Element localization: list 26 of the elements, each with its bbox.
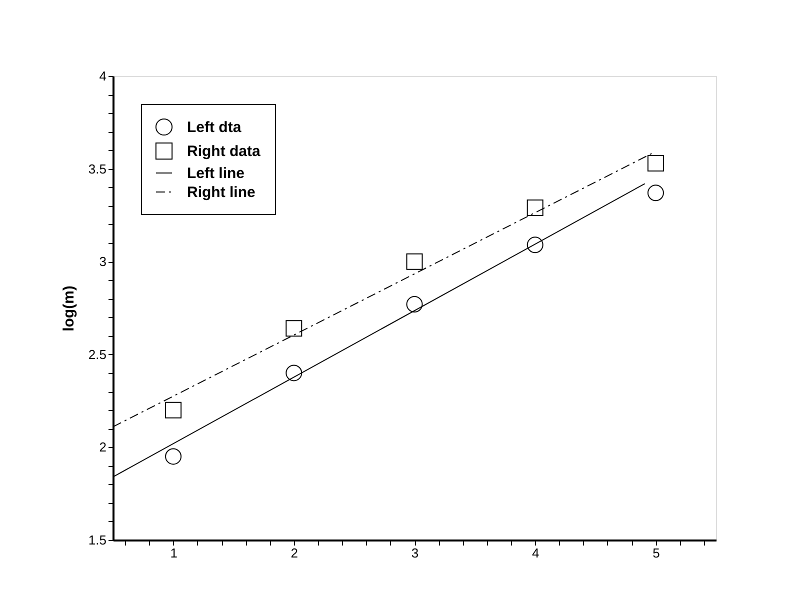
x-tick-label: 4 — [532, 546, 540, 560]
legend-label: Left line — [187, 165, 245, 182]
y-tick-label: 2 — [99, 440, 106, 455]
point — [406, 296, 423, 313]
y-axis-title: log(m) — [60, 286, 78, 332]
legend-label: Right data — [187, 143, 261, 160]
x-tick-label: 1 — [170, 546, 178, 560]
point — [286, 364, 302, 382]
point — [406, 253, 423, 270]
point — [286, 320, 302, 337]
legend-label: Right line — [187, 184, 256, 201]
point — [647, 154, 664, 172]
y-tick-label: 3 — [99, 254, 106, 270]
legend-label: Left dta — [187, 119, 242, 136]
y-tick-label: 4 — [99, 68, 106, 84]
point — [526, 236, 544, 254]
x-tick-label: 3 — [411, 546, 419, 560]
x-tick-label: 2 — [290, 546, 298, 560]
y-tick-label: 3.5 — [88, 161, 106, 176]
point — [526, 200, 544, 216]
point — [647, 184, 664, 202]
x-tick-label: 5 — [652, 546, 660, 560]
point — [165, 402, 182, 418]
point — [165, 448, 182, 465]
y-tick-label: 2.5 — [88, 346, 106, 362]
y-tick-label: 1.5 — [88, 532, 106, 548]
